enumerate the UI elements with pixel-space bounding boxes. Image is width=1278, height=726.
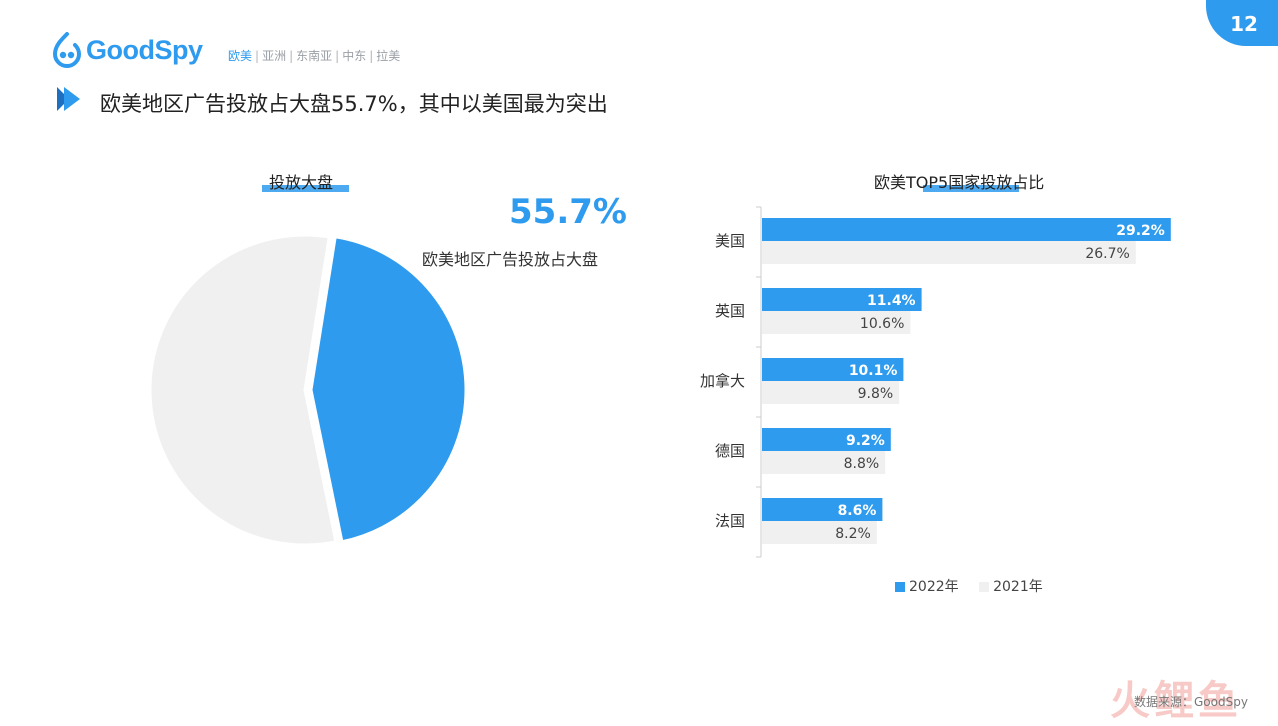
bar-2022年-法国 — [762, 498, 883, 521]
page-title: 欧美地区广告投放占大盘55.7%，其中以美国最为突出 — [100, 92, 608, 116]
region-nav: 欧美 | 亚洲 | 东南亚 | 中东 | 拉美 — [228, 47, 400, 64]
legend-swatch-2021 — [979, 582, 990, 592]
region-tab-europe-america[interactable]: 欧美 — [228, 49, 253, 63]
bar-2021年-美国 — [762, 241, 1136, 264]
pie-title-underline — [262, 185, 349, 192]
bar-2022年-德国 — [762, 428, 891, 451]
legend-label-2021: 2021年 — [993, 579, 1043, 595]
chart-legend: 2022年 2021年 — [895, 576, 1059, 596]
bar-value-label: 8.2% — [835, 526, 871, 542]
region-tab-middle-east[interactable]: 中东 — [342, 49, 367, 63]
highlight-caption: 欧美地区广告投放占大盘 — [422, 250, 599, 269]
page-number: 12 — [1230, 12, 1258, 36]
legend-swatch-2022 — [895, 582, 905, 592]
bar-chart-title: 欧美TOP5国家投放占比 — [874, 173, 1045, 192]
bar-value-label: 9.8% — [858, 386, 894, 402]
data-source: 数据来源：GoodSpy — [1134, 695, 1248, 709]
bar-2021年-加拿大 — [762, 381, 900, 404]
play-arrow-icon — [57, 87, 80, 111]
region-tab-southeast-asia[interactable]: 东南亚 — [296, 49, 333, 63]
legend-label-2022: 2022年 — [909, 579, 959, 595]
bar-value-label: 8.6% — [838, 503, 877, 519]
goodspy-logo-icon — [52, 32, 82, 68]
pie-slice-0 — [148, 233, 338, 547]
bar-title-underline — [923, 185, 1019, 192]
legend-item-2021: 2021年 — [979, 579, 1043, 595]
bar-value-label: 10.1% — [849, 363, 898, 379]
pie-slice-1 — [309, 235, 468, 544]
bar-2021年-法国 — [762, 521, 877, 544]
nav-separator: | — [369, 49, 374, 63]
bar-value-label: 10.6% — [860, 316, 904, 332]
bar-chart: 美国 29.2% 26.7% 英国 11.4% 10.6% 加拿大 10.1% 9.8% 德国 9.… — [700, 206, 1171, 558]
region-tab-latin-america[interactable]: 拉美 — [376, 49, 401, 63]
bar-2021年-德国 — [762, 451, 886, 474]
bar-value-label: 26.7% — [1085, 246, 1129, 262]
watermark-logo: 火鲤鱼 — [1110, 678, 1242, 724]
category-label: 加拿大 — [700, 372, 745, 390]
category-label: 美国 — [715, 232, 745, 250]
pie-chart-title: 投放大盘 — [269, 173, 334, 192]
bar-2022年-英国 — [762, 288, 922, 311]
legend-item-2022: 2022年 — [895, 579, 959, 595]
category-label: 德国 — [715, 442, 745, 460]
bar-value-label: 29.2% — [1116, 223, 1165, 239]
bar-value-label: 8.8% — [844, 456, 880, 472]
pie-chart — [148, 233, 468, 547]
nav-separator: | — [255, 49, 260, 63]
bar-2021年-英国 — [762, 311, 911, 334]
bar-2022年-加拿大 — [762, 358, 904, 381]
nav-separator: | — [335, 49, 340, 63]
nav-separator: | — [289, 49, 294, 63]
bar-value-label: 11.4% — [867, 293, 916, 309]
region-tab-asia[interactable]: 亚洲 — [262, 49, 287, 63]
category-label: 英国 — [715, 302, 745, 320]
bar-value-label: 9.2% — [846, 433, 885, 449]
highlight-percentage: 55.7% — [509, 192, 627, 232]
bar-2022年-美国 — [762, 218, 1171, 241]
category-label: 法国 — [715, 512, 745, 530]
brand-name: GoodSpy — [86, 35, 203, 65]
